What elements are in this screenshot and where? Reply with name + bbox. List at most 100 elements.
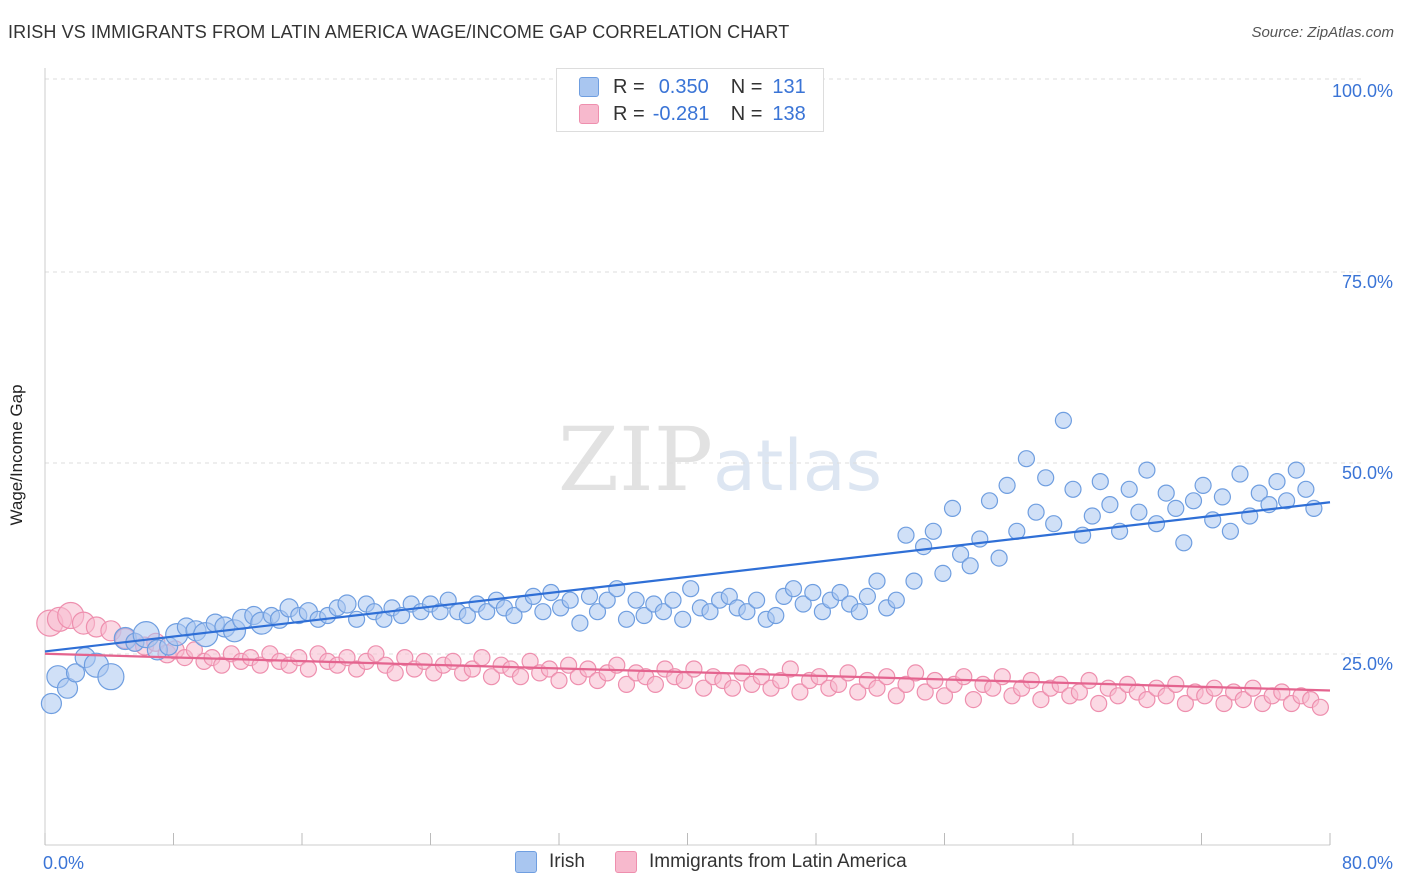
legend-row-irish: R = 0.350 N = 131: [579, 75, 806, 99]
point-irish: [1054, 411, 1073, 429]
legend-swatch-irish: [579, 77, 599, 97]
point-irish: [478, 603, 496, 621]
point-irish: [664, 591, 682, 609]
point-latin: [868, 679, 886, 697]
point-latin: [299, 660, 317, 678]
bottom-legend-latin: Immigrants from Latin America: [615, 851, 907, 873]
point-latin: [926, 671, 944, 690]
legend-swatch-latin: [579, 104, 599, 124]
point-latin: [955, 668, 973, 686]
point-irish: [1213, 488, 1232, 506]
y-tick-label: 25.0%: [1342, 654, 1393, 674]
point-irish: [97, 663, 125, 691]
point-latin: [550, 671, 568, 690]
point-irish: [627, 591, 645, 609]
point-irish: [794, 595, 812, 613]
point-irish: [1287, 461, 1305, 479]
trend-line-irish: [44, 501, 1331, 653]
bottom-legend-swatch-latin: [615, 851, 637, 873]
point-irish: [738, 603, 756, 621]
legend-r-label: R =: [613, 102, 645, 125]
point-irish: [1130, 503, 1148, 521]
point-irish: [858, 587, 877, 606]
point-irish: [588, 603, 607, 621]
point-latin: [935, 687, 954, 705]
point-latin: [897, 675, 915, 694]
point-latin: [213, 656, 231, 674]
point-latin: [1176, 694, 1195, 713]
point-irish: [897, 526, 915, 544]
point-irish: [534, 603, 552, 621]
point-irish: [887, 591, 905, 609]
y-tick-label: 100.0%: [1332, 81, 1393, 101]
point-irish: [40, 692, 63, 715]
point-irish: [1138, 461, 1156, 479]
point-irish: [943, 499, 962, 517]
point-irish: [1297, 480, 1315, 498]
legend-n-value-irish: 131: [772, 75, 806, 98]
legend-r-value-irish: 0.350: [658, 75, 709, 98]
legend-n-label: N =: [730, 102, 763, 125]
point-latin: [1138, 690, 1156, 709]
point-latin: [694, 679, 713, 697]
point-irish: [1037, 469, 1055, 487]
point-irish: [1091, 473, 1109, 491]
point-irish: [980, 492, 999, 510]
point-irish: [767, 606, 785, 625]
y-tick-label: 50.0%: [1342, 463, 1393, 483]
point-latin: [511, 668, 530, 686]
point-irish: [804, 583, 822, 602]
point-irish: [561, 591, 579, 609]
point-irish: [1017, 450, 1036, 468]
point-latin: [849, 683, 867, 701]
point-irish: [1268, 473, 1286, 491]
point-irish: [998, 476, 1016, 494]
point-latin: [906, 664, 925, 682]
point-irish: [571, 614, 589, 632]
point-irish: [905, 572, 923, 590]
point-irish: [635, 606, 653, 625]
point-latin: [646, 675, 665, 694]
bottom-legend-swatch-irish: [515, 851, 537, 873]
point-irish: [1120, 480, 1138, 498]
point-irish: [1194, 476, 1212, 494]
legend-row-latin: R = -0.281 N = 138: [579, 102, 806, 126]
bottom-legend-label-latin: Immigrants from Latin America: [649, 851, 907, 872]
point-latin: [1167, 675, 1185, 694]
x-tick-label: 80.0%: [1342, 853, 1393, 873]
point-irish: [747, 591, 766, 609]
bottom-legend-label-irish: Irish: [549, 851, 585, 872]
legend-n-value-latin: 138: [772, 102, 806, 125]
point-latin: [473, 648, 491, 667]
point-irish: [1064, 480, 1082, 498]
point-latin: [1090, 694, 1108, 713]
point-irish: [1250, 484, 1268, 502]
point-irish: [868, 572, 886, 590]
point-latin: [791, 683, 809, 701]
point-irish: [924, 522, 942, 540]
point-irish: [580, 587, 599, 606]
point-latin: [1080, 671, 1098, 690]
point-latin: [1109, 687, 1127, 705]
watermark: ZIPatlas: [558, 408, 882, 511]
point-irish: [850, 603, 869, 621]
point-irish: [1167, 499, 1185, 517]
point-latin: [1022, 671, 1040, 690]
point-latin: [1157, 687, 1175, 705]
point-irish: [951, 545, 970, 563]
point-latin: [964, 690, 983, 709]
point-irish: [701, 603, 719, 621]
point-irish: [1221, 522, 1240, 540]
point-latin: [1234, 690, 1252, 709]
point-latin: [781, 660, 799, 678]
point-irish: [1157, 484, 1175, 502]
point-latin: [752, 668, 771, 686]
point-irish: [654, 603, 673, 621]
point-irish: [608, 580, 626, 598]
y-axis-title: Wage/Income Gap: [7, 384, 26, 526]
point-latin: [1311, 698, 1330, 716]
point-latin: [916, 683, 934, 701]
point-latin: [251, 656, 269, 674]
y-tick-label: 75.0%: [1342, 272, 1393, 292]
point-latin: [386, 664, 404, 682]
